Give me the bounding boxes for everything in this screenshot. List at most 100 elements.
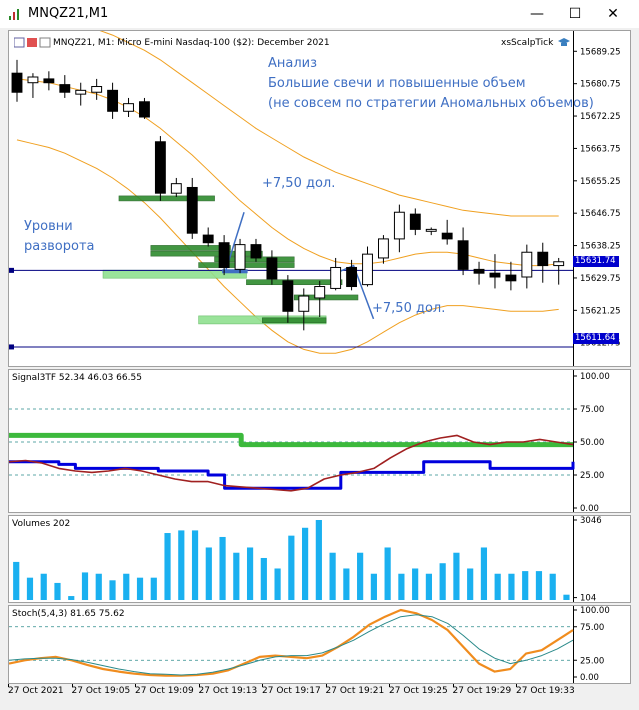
bearish-candle xyxy=(473,268,485,274)
maximize-button[interactable]: ☐ xyxy=(568,6,582,22)
bearish-candle xyxy=(282,280,294,312)
window-title: MNQZ21,M1 xyxy=(28,6,109,21)
bearish-candle xyxy=(154,141,166,194)
price-axis-tick-label: 15638.25 xyxy=(580,242,621,252)
reversal-level-zone xyxy=(262,317,327,324)
volume-bar xyxy=(288,535,295,600)
levels-label-2: разворота xyxy=(24,239,95,254)
minimize-button[interactable]: — xyxy=(530,6,544,22)
bearish-candle xyxy=(139,101,150,118)
volumes-canvas[interactable]: 3046 104 xyxy=(9,516,630,602)
time-axis-label: 27 Oct 19:25 xyxy=(389,686,448,696)
volume-bar xyxy=(315,520,322,600)
time-axis-label: 27 Oct 2021 xyxy=(8,686,64,696)
stochastic-header: Stoch(5,4,3) 81.65 75.62 xyxy=(12,609,125,619)
signal3tf-header: Signal3TF 52.34 46.03 66.55 xyxy=(12,373,142,383)
volume-bar xyxy=(343,568,350,600)
stochastic-axis-tick-label: 100.00 xyxy=(580,606,610,616)
stochastic-main-line xyxy=(9,608,574,677)
time-axis-tick xyxy=(71,684,73,687)
volume-bar xyxy=(40,573,47,600)
horizontal-line-anchor xyxy=(9,344,14,350)
volume-bar xyxy=(494,573,501,600)
bullish-candle xyxy=(75,89,87,95)
bearish-candle xyxy=(441,232,453,240)
volume-bar xyxy=(453,552,460,600)
chart-toolbar-icons[interactable] xyxy=(14,37,52,49)
signal3tf-blue-line xyxy=(9,460,575,490)
bullish-candle xyxy=(314,286,326,299)
signal-axis-tick-label: 100.00 xyxy=(580,372,610,382)
volume-bar xyxy=(549,573,556,600)
bearish-candle xyxy=(537,251,549,267)
time-axis-tick xyxy=(8,684,9,687)
time-axis-label: 27 Oct 19:29 xyxy=(452,686,512,696)
bullish-candle xyxy=(123,103,134,112)
bullish-candle xyxy=(425,228,437,232)
close-button[interactable]: ✕ xyxy=(607,6,619,22)
volume-bar xyxy=(123,573,130,600)
price-line-tag-upper: 15631.74 xyxy=(573,256,619,267)
volume-bar xyxy=(329,552,336,600)
signal-axis-tick-label: 0.00 xyxy=(580,504,599,512)
bearish-candle xyxy=(202,234,214,244)
stochastic-axis-tick-label: 0.00 xyxy=(580,673,599,683)
volume-bar xyxy=(398,573,405,600)
volumes-header: Volumes 202 xyxy=(12,519,71,529)
volumes-pane[interactable]: 3046 104 Volumes 202 xyxy=(8,515,631,603)
price-line-tag-lower: 15611.64 xyxy=(573,333,619,344)
price-axis-tick-label: 15655.25 xyxy=(580,177,621,187)
move-marker-1 xyxy=(222,269,248,274)
bullish-candle xyxy=(234,244,246,270)
annotation-line-2: (не совсем по стратегии Аномальных объем… xyxy=(268,96,594,111)
window-title-bar: MNQZ21,M1 — ☐ ✕ xyxy=(0,0,639,28)
volume-bar xyxy=(535,571,543,600)
signal3tf-canvas[interactable]: 100.00 75.00 50.00 25.00 0.00 xyxy=(9,370,630,512)
time-axis-tick xyxy=(262,684,263,687)
time-axis: 27 Oct 2021 27 Oct 19:05 27 Oct 19:09 27 Oc… xyxy=(8,684,575,700)
price-chart-canvas[interactable]: 15689.25 15680.75 15672.25 15663.75 15655.25… xyxy=(9,31,630,366)
time-axis-tick xyxy=(389,684,390,687)
graduation-cap-icon[interactable] xyxy=(557,37,571,48)
time-axis-tick xyxy=(198,684,200,687)
move-label-1: +7,50 дол. xyxy=(262,176,336,191)
time-axis-tick xyxy=(135,684,136,687)
price-axis-tick-label: 15621.25 xyxy=(580,306,621,316)
bearish-candle xyxy=(250,244,262,259)
bearish-candle xyxy=(107,89,119,112)
stochastic-pane[interactable]: 100.00 75.00 25.00 0.00 Stoch(5,4,3) 81.65 … xyxy=(8,605,631,684)
volume-bar xyxy=(164,533,171,600)
volume-bar xyxy=(13,561,20,600)
bullish-candle xyxy=(170,183,182,194)
signal3tf-pane[interactable]: 100.00 75.00 50.00 25.00 0.00 Signal3TF 52.3… xyxy=(8,369,631,513)
price-axis-tick-label: 15663.75 xyxy=(580,144,621,154)
time-axis-label: 27 Oct 19:33 xyxy=(516,686,575,696)
stochastic-signal-line xyxy=(9,614,574,676)
price-axis-tick-label: 15689.25 xyxy=(580,47,621,57)
volume-axis-tick-label: 3046 xyxy=(580,516,602,526)
annotation-title: Анализ xyxy=(268,56,318,71)
price-chart-pane[interactable]: 15689.25 15680.75 15672.25 15663.75 15655.25… xyxy=(8,30,631,367)
signal-axis-tick-label: 75.00 xyxy=(580,405,604,415)
chart-window-icon xyxy=(9,9,19,20)
volume-bar xyxy=(302,527,309,600)
bearish-candle xyxy=(11,72,23,93)
volume-bar xyxy=(260,557,267,600)
stochastic-canvas[interactable]: 100.00 75.00 25.00 0.00 xyxy=(9,606,630,683)
bollinger-upper-band xyxy=(99,31,559,217)
bearish-candle xyxy=(346,266,358,288)
volume-bar xyxy=(563,594,570,600)
horizontal-line-anchor xyxy=(9,267,14,273)
bullish-candle xyxy=(393,211,405,240)
signal3tf-green-line xyxy=(9,432,573,448)
bearish-candle xyxy=(505,274,517,282)
time-axis-label: 27 Oct 19:13 xyxy=(198,686,258,696)
reversal-level-zone xyxy=(246,279,343,286)
volume-bar xyxy=(81,572,89,600)
reversal-level-zone xyxy=(198,262,295,268)
stochastic-axis-tick-label: 75.00 xyxy=(580,623,604,633)
bollinger-lower-band xyxy=(16,139,559,354)
reversal-level-zone xyxy=(118,195,215,202)
volume-bar xyxy=(178,530,185,600)
volume-bar xyxy=(26,577,34,600)
